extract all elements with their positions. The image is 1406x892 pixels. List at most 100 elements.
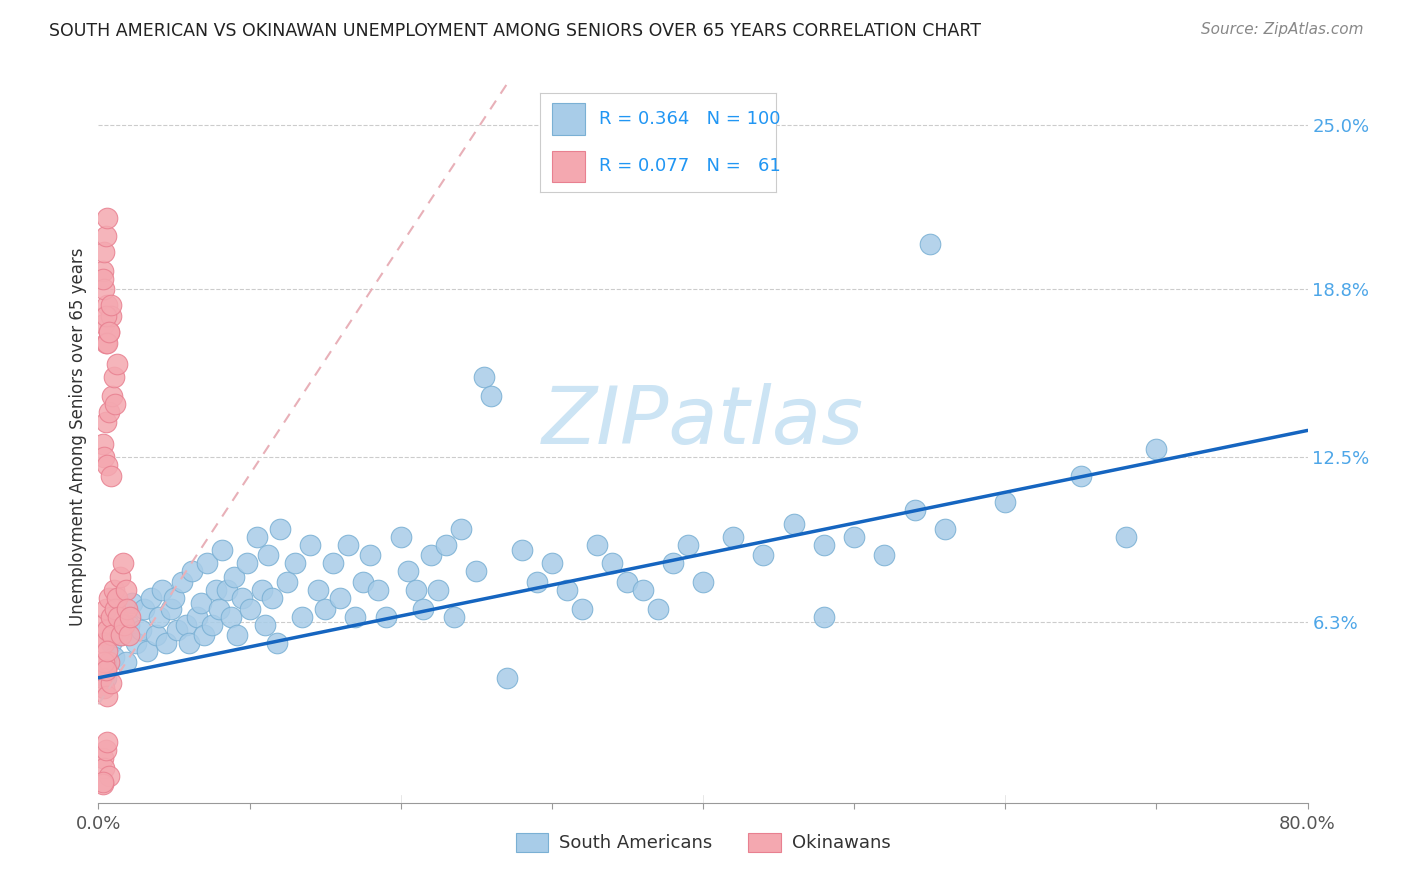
Point — [104, 601, 127, 615]
Point — [291, 609, 314, 624]
Point — [329, 591, 352, 605]
Point — [107, 609, 129, 624]
Point — [602, 557, 624, 571]
Point — [813, 609, 835, 624]
Point — [201, 617, 224, 632]
Point — [96, 734, 118, 748]
Point — [93, 450, 115, 464]
Point — [231, 591, 253, 605]
Point — [91, 750, 114, 764]
Point — [100, 636, 122, 650]
Point — [481, 389, 503, 403]
Point — [510, 543, 533, 558]
Point — [104, 397, 127, 411]
Text: ZIPatlas: ZIPatlas — [541, 384, 865, 461]
Point — [91, 617, 114, 632]
Point — [170, 575, 193, 590]
Point — [256, 549, 278, 563]
Point — [141, 591, 163, 605]
Point — [98, 591, 121, 605]
Point — [100, 609, 122, 624]
Point — [396, 565, 419, 579]
Point — [91, 671, 114, 685]
Point — [224, 570, 246, 584]
Point — [266, 636, 288, 650]
Point — [93, 283, 115, 297]
Point — [94, 663, 117, 677]
Point — [91, 777, 114, 791]
Point — [186, 609, 208, 624]
Point — [98, 325, 121, 339]
Point — [94, 335, 117, 350]
Point — [208, 601, 231, 615]
Point — [374, 609, 396, 624]
Point — [250, 582, 273, 597]
Point — [336, 538, 359, 552]
Point — [94, 663, 117, 677]
Point — [571, 601, 593, 615]
Point — [96, 335, 118, 350]
Point — [150, 582, 173, 597]
Point — [631, 582, 654, 597]
Point — [205, 582, 228, 597]
Point — [221, 609, 243, 624]
Point — [90, 628, 112, 642]
Point — [352, 575, 374, 590]
Point — [1070, 468, 1092, 483]
Point — [93, 636, 115, 650]
Point — [299, 538, 322, 552]
Point — [586, 538, 609, 552]
Text: SOUTH AMERICAN VS OKINAWAN UNEMPLOYMENT AMONG SENIORS OVER 65 YEARS CORRELATION : SOUTH AMERICAN VS OKINAWAN UNEMPLOYMENT … — [49, 22, 981, 40]
Point — [692, 575, 714, 590]
Point — [181, 565, 204, 579]
Point — [98, 655, 121, 669]
Point — [96, 644, 118, 658]
Point — [103, 370, 125, 384]
Point — [114, 655, 136, 669]
Point — [94, 601, 117, 615]
Point — [98, 769, 121, 783]
Point — [93, 245, 115, 260]
Point — [450, 522, 472, 536]
Point — [322, 557, 344, 571]
Point — [132, 601, 155, 615]
Point — [813, 538, 835, 552]
Point — [495, 671, 517, 685]
Point — [918, 237, 941, 252]
Point — [100, 298, 122, 312]
Point — [98, 325, 121, 339]
Point — [215, 582, 238, 597]
Point — [420, 549, 443, 563]
Point — [526, 575, 548, 590]
Point — [94, 671, 117, 685]
Point — [752, 549, 775, 563]
Point — [994, 495, 1017, 509]
Point — [93, 655, 115, 669]
Point — [844, 530, 866, 544]
Point — [307, 582, 329, 597]
Point — [239, 601, 262, 615]
Y-axis label: Unemployment Among Seniors over 65 years: Unemployment Among Seniors over 65 years — [69, 248, 87, 626]
Point — [145, 628, 167, 642]
Point — [276, 575, 298, 590]
Point — [96, 458, 118, 472]
Point — [91, 774, 114, 789]
Point — [118, 628, 141, 642]
Point — [360, 549, 382, 563]
Point — [94, 229, 117, 244]
Point — [100, 468, 122, 483]
Point — [105, 591, 128, 605]
Point — [101, 389, 124, 403]
Point — [367, 582, 389, 597]
Point — [96, 298, 118, 312]
Point — [412, 601, 434, 615]
Point — [94, 309, 117, 323]
Point — [105, 609, 128, 624]
Point — [555, 582, 578, 597]
Point — [269, 522, 291, 536]
Point — [389, 530, 412, 544]
Point — [96, 690, 118, 704]
Point — [125, 636, 148, 650]
Point — [112, 617, 135, 632]
Legend: South Americans, Okinawans: South Americans, Okinawans — [509, 826, 897, 860]
